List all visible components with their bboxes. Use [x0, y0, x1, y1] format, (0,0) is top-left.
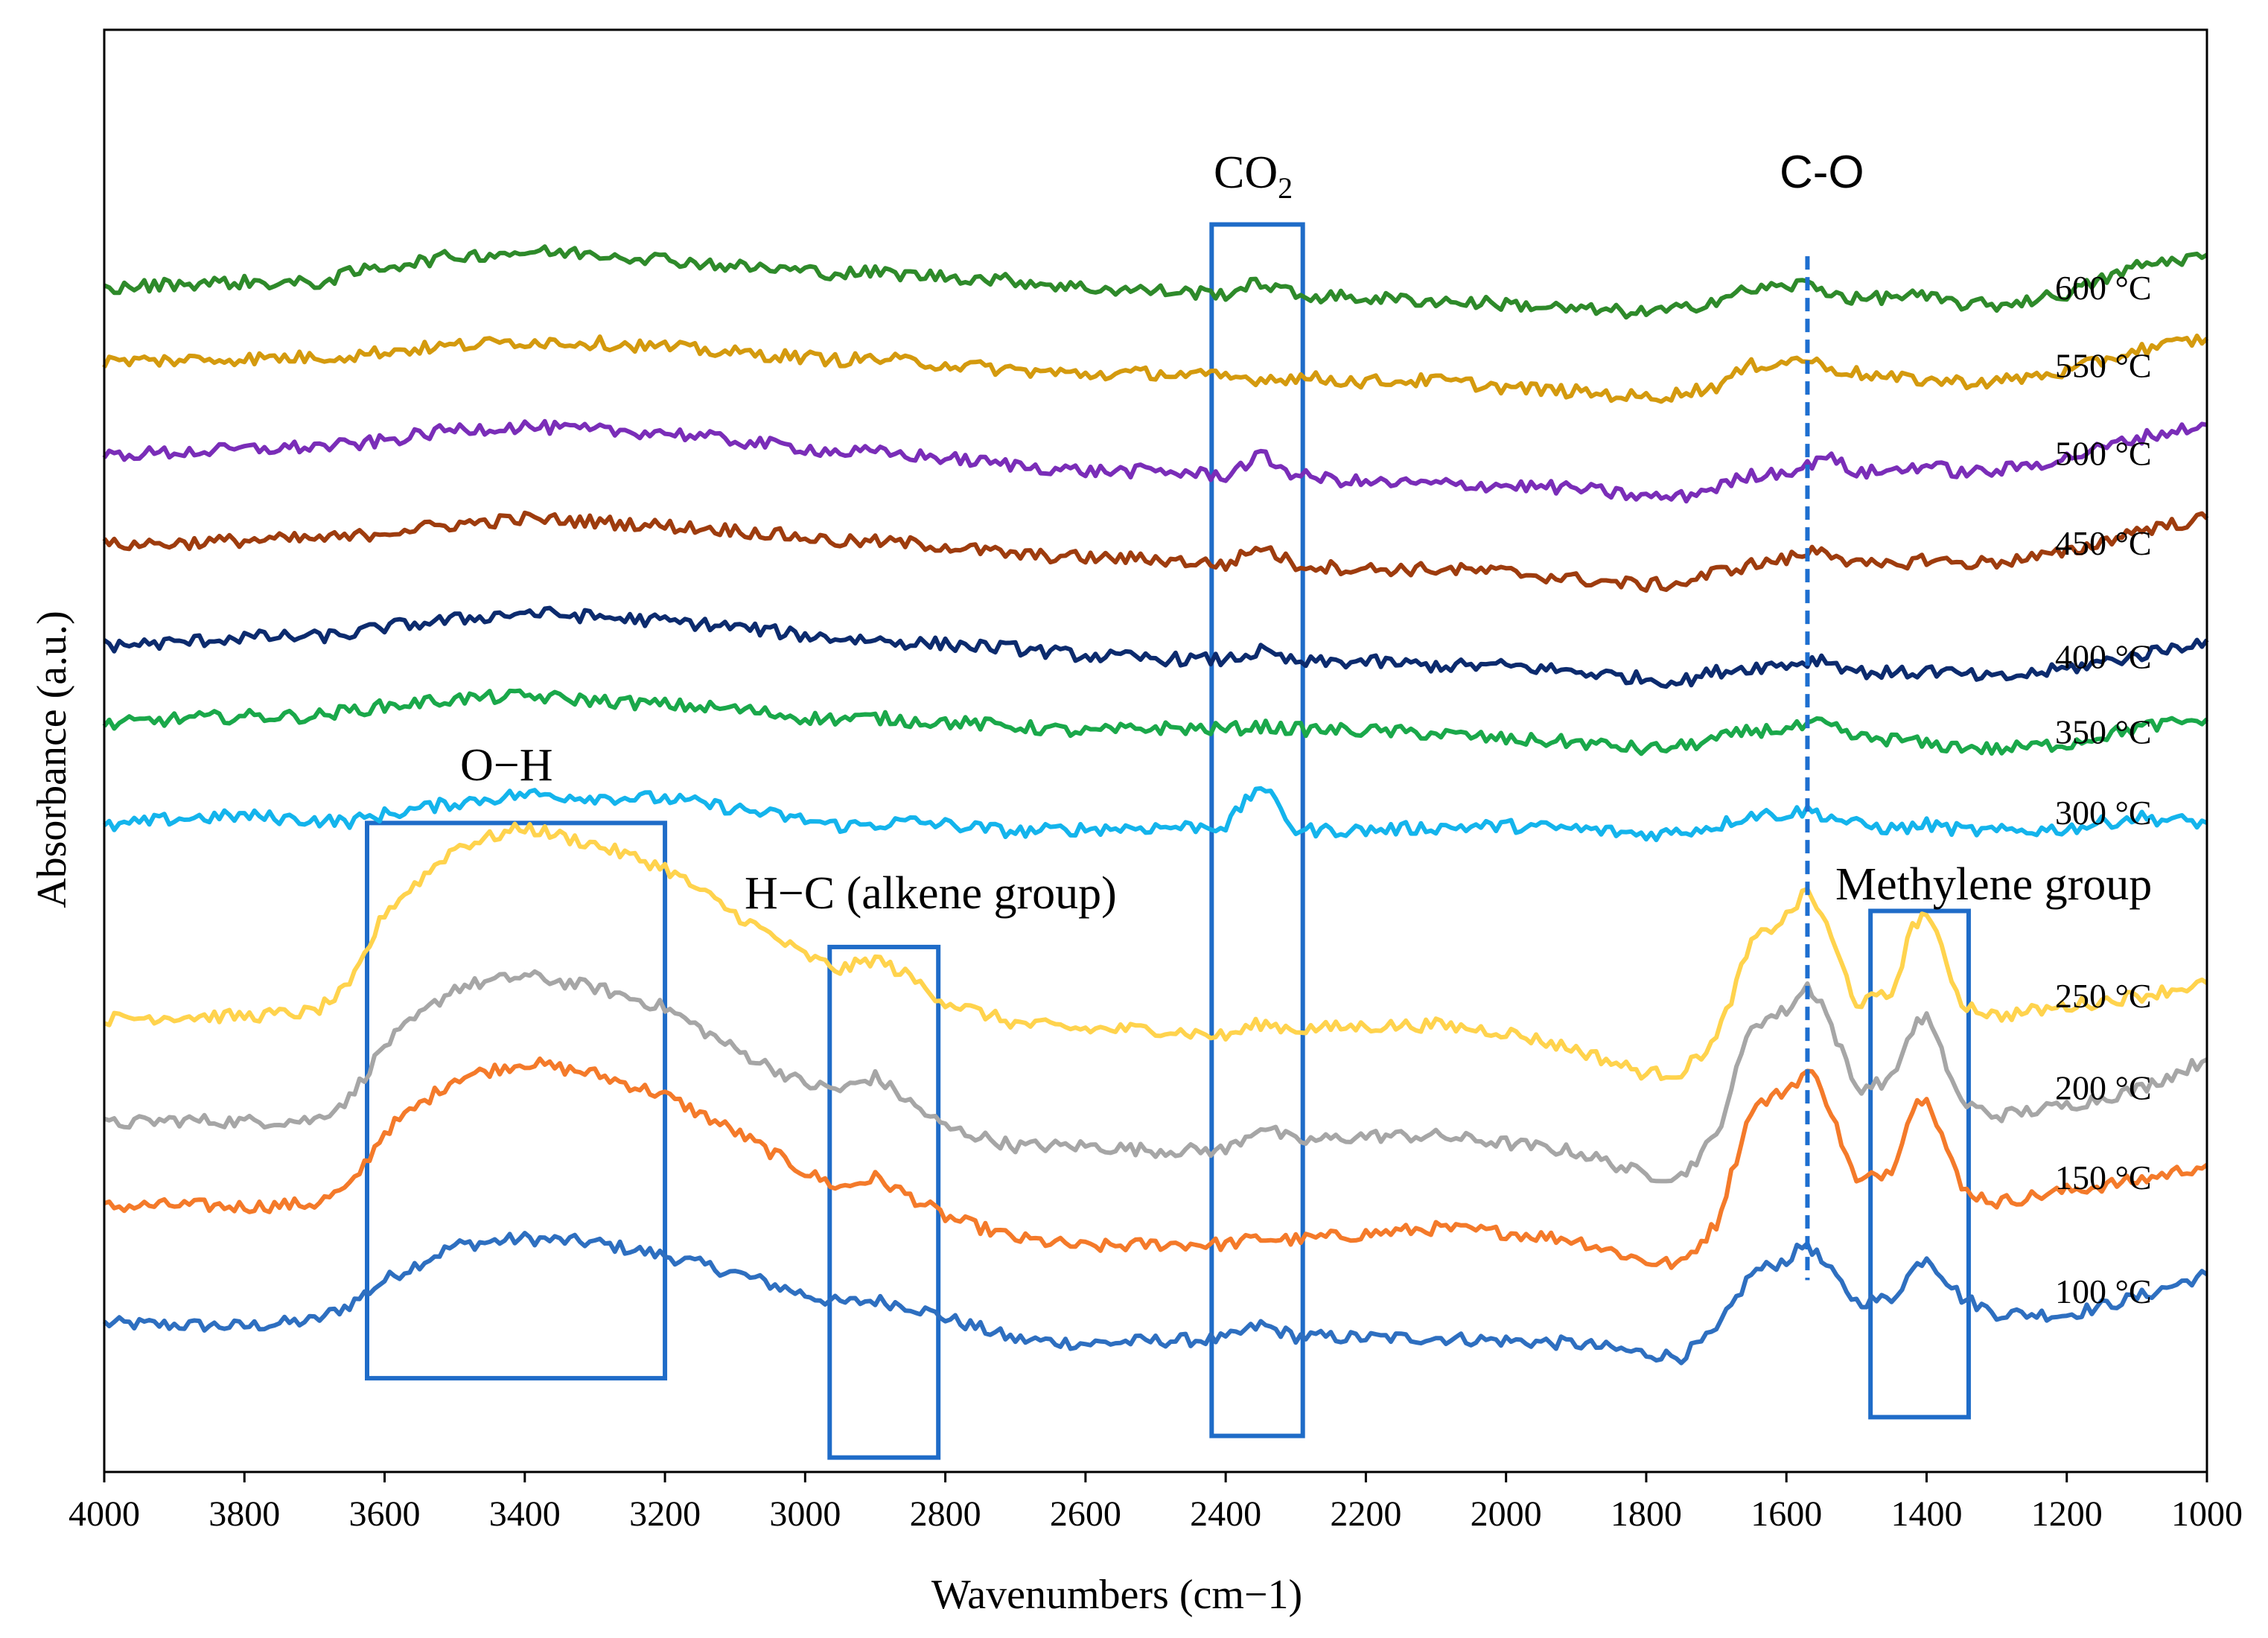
x-tick-label: 1600 — [1751, 1494, 1822, 1534]
series-layer — [102, 244, 2209, 1365]
x-tick-label: 4000 — [69, 1494, 140, 1534]
x-tick-label: 2800 — [910, 1494, 981, 1534]
x-tick-label: 1800 — [1611, 1494, 1682, 1534]
series-line-150c — [103, 1056, 2208, 1270]
x-tick-label: 1200 — [2031, 1494, 2103, 1534]
series-line-600c — [103, 244, 2208, 320]
x-tick-marks — [103, 1472, 2208, 1482]
methylene-box — [1868, 908, 1971, 1420]
series-line-500c — [102, 418, 2208, 504]
x-tick-label: 2400 — [1190, 1494, 1261, 1534]
x-tick-label: 3800 — [208, 1494, 280, 1534]
temperature-label-400c: 400 °C — [2055, 638, 2152, 676]
methylene-label: Methylene group — [1835, 859, 2152, 910]
c-o-label: C-O — [1780, 147, 1864, 198]
x-axis-title: Wavenumbers (cm−1) — [931, 1572, 1302, 1618]
temperature-label-100c: 100 °C — [2055, 1272, 2152, 1310]
series-line-450c — [102, 510, 2209, 593]
x-tick-labels: 4000 3800 3600 3400 3200 3000 2800 2600 2400 2200… — [69, 1494, 2243, 1534]
temperature-label-450c: 450 °C — [2055, 524, 2152, 562]
series-line-100c — [102, 1231, 2208, 1365]
temperature-label-200c: 200 °C — [2055, 1069, 2152, 1107]
x-tick-label: 1000 — [2171, 1494, 2243, 1534]
x-tick-label: 3600 — [349, 1494, 421, 1534]
h-c-label: H−C (alkene group) — [745, 868, 1117, 919]
x-tick-label: 3000 — [769, 1494, 841, 1534]
series-line-200c — [103, 969, 2208, 1184]
y-axis-title: Absorbance (a.u.) — [29, 611, 75, 908]
series-line-350c — [102, 688, 2209, 756]
temperature-labels: 100 °C 150 °C 200 °C 250 °C 300 °C 350 °C 400 … — [2055, 269, 2152, 1310]
temperature-label-250c: 250 °C — [2055, 977, 2152, 1015]
co2-label: CO2 — [1214, 147, 1293, 205]
plot-area-border — [103, 28, 2208, 1473]
series-line-400c — [103, 605, 2209, 689]
temperature-label-500c: 500 °C — [2055, 435, 2152, 473]
h-c-box — [827, 944, 941, 1460]
temperature-label-350c: 350 °C — [2055, 713, 2152, 751]
temperature-label-300c: 300 °C — [2055, 794, 2152, 832]
series-line-550c — [102, 334, 2209, 404]
x-tick-label: 2600 — [1050, 1494, 1121, 1534]
temperature-label-600c: 600 °C — [2055, 269, 2152, 307]
x-tick-label: 1400 — [1890, 1494, 1962, 1534]
x-tick-label: 2000 — [1471, 1494, 1542, 1534]
series-line-250c — [103, 821, 2208, 1081]
x-tick-label: 3400 — [489, 1494, 561, 1534]
x-tick-label: 3200 — [629, 1494, 701, 1534]
series-line-300c — [103, 785, 2208, 843]
o-h-label: O−H — [460, 740, 553, 791]
x-tick-label: 2200 — [1330, 1494, 1401, 1534]
temperature-label-150c: 150 °C — [2055, 1159, 2152, 1196]
temperature-label-550c: 550 °C — [2055, 347, 2152, 385]
